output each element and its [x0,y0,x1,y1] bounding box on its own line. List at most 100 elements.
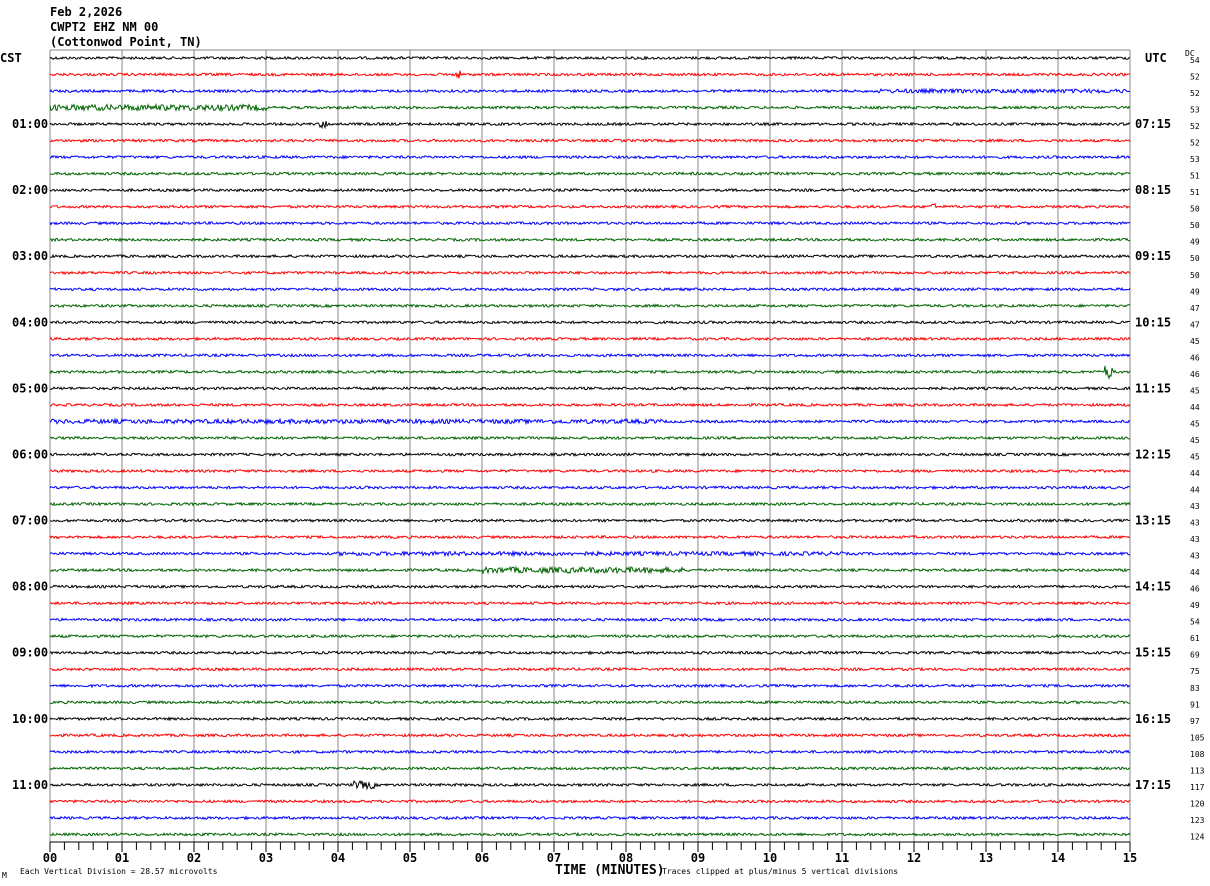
trace-row-29 [49,534,1131,540]
dc-value: 52 [1190,73,1200,82]
trace-row-17 [49,336,1131,342]
x-tick-label: 05 [403,851,417,865]
dc-value: 46 [1190,585,1200,594]
trace-row-39 [49,699,1131,705]
dc-value: 69 [1190,651,1200,660]
x-tick-label: 08 [619,851,633,865]
trace-row-4 [49,120,1131,130]
trace-row-42 [49,749,1131,755]
trace-row-33 [49,600,1131,606]
trace-row-13 [49,270,1131,276]
left-time-label: 07:00 [12,514,48,528]
dc-value: 91 [1190,700,1200,709]
trace-row-36 [49,650,1131,656]
dc-value: 113 [1190,766,1205,775]
dc-value: 117 [1190,783,1205,792]
right-time-label: 08:15 [1135,183,1171,197]
dc-value: 97 [1190,717,1200,726]
dc-value: 123 [1190,816,1205,825]
left-time-label: CST [0,51,22,65]
x-axis-title: TIME (MINUTES) [555,863,665,878]
dc-value: 50 [1190,271,1200,280]
dc-value: 46 [1190,353,1200,362]
trace-row-8 [49,187,1130,193]
x-tick-label: 15 [1123,851,1137,865]
x-tick-label: 01 [115,851,129,865]
row-labels: 54 52 52 53 52 52 53 51 51 50 50 49 50 50 49 47 47 45 46 46… [0,51,1205,841]
trace-row-16 [49,319,1131,325]
left-time-label: 01:00 [12,117,48,131]
right-time-label: 09:15 [1135,249,1171,263]
trace-row-44 [49,779,1131,791]
dc-value: 49 [1190,238,1200,247]
left-time-label: 10:00 [12,712,48,726]
trace-row-0 [49,55,1131,61]
trace-row-3 [49,102,1131,113]
dc-value: 53 [1190,155,1200,164]
station-label: CWPT2 EHZ NM 00 [50,20,158,34]
left-time-label: 06:00 [12,447,48,461]
trace-row-31 [49,565,1131,575]
right-time-label: 10:15 [1135,315,1171,329]
trace-row-43 [49,765,1131,771]
trace-row-40 [49,716,1131,722]
right-time-label: 17:15 [1135,778,1171,792]
x-tick-label: 10 [763,851,777,865]
trace-row-30 [49,549,1130,558]
location-label: (Cottonwod Point, TN) [50,35,202,49]
dc-value: 43 [1190,502,1200,511]
dc-value: 52 [1190,122,1200,131]
x-tick-label: 09 [691,851,705,865]
trace-row-12 [49,253,1131,259]
trace-row-28 [49,517,1131,524]
dc-value: 54 [1190,618,1200,627]
x-axis: 00 01 02 03 04 05 06 07 08 09 10 11 12 13 14 15 [43,841,1137,865]
dc-value: 50 [1190,254,1200,263]
trace-row-14 [49,286,1131,292]
dc-value: 105 [1190,733,1205,742]
left-time-label: 05:00 [12,381,48,395]
x-tick-label: 04 [331,851,345,865]
dc-value: 49 [1190,287,1200,296]
trace-row-45 [49,798,1131,804]
trace-row-26 [49,484,1131,491]
trace-row-21 [49,402,1131,408]
scale-note: Each Vertical Division = 28.57 microvolt… [20,867,218,876]
trace-row-6 [49,154,1131,160]
trace-row-34 [49,617,1131,623]
trace-row-47 [49,831,1131,837]
dc-value: 43 [1190,519,1200,528]
right-time-label: 16:15 [1135,712,1171,726]
right-time-label: 14:15 [1135,580,1171,594]
x-tick-label: 02 [187,851,201,865]
x-tick-label: 07 [547,851,561,865]
dc-value: 61 [1190,634,1200,643]
left-time-label: 11:00 [12,778,48,792]
right-time-label: 13:15 [1135,514,1171,528]
trace-row-7 [49,171,1131,177]
trace-row-20 [49,385,1131,391]
dc-value: 45 [1190,419,1200,428]
x-tick-label: 12 [907,851,921,865]
trace-row-19 [49,365,1131,380]
trace-row-5 [49,138,1131,144]
dc-value: 44 [1190,403,1200,412]
dc-value: 45 [1190,386,1200,395]
dc-value: 43 [1190,552,1200,561]
left-time-label: 03:00 [12,249,48,263]
traces [49,55,1131,837]
dc-value: 51 [1190,172,1200,181]
dc-value: 45 [1190,436,1200,445]
trace-row-23 [49,435,1131,441]
trace-row-18 [49,352,1131,358]
x-tick-label: 03 [259,851,273,865]
trace-row-11 [49,237,1131,243]
dc-value: 47 [1190,304,1200,313]
dc-value: 51 [1190,188,1200,197]
trace-row-24 [49,451,1131,458]
trace-row-41 [49,732,1131,738]
trace-row-27 [49,501,1131,507]
dc-value: 47 [1190,320,1200,329]
grid [49,49,1131,842]
x-tick-label: 13 [979,851,993,865]
